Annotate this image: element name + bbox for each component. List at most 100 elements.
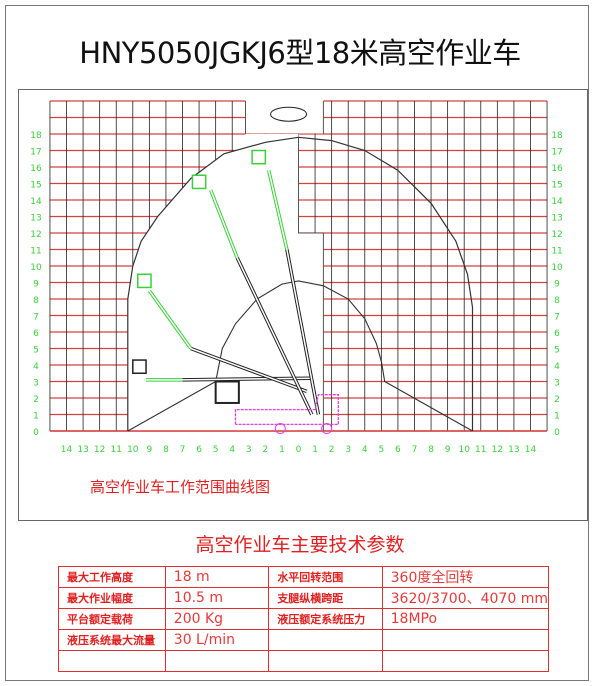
y-axis-label: 16 (30, 164, 42, 174)
spec-label: 最大作业幅度 (58, 587, 166, 609)
spec-label (58, 650, 166, 672)
x-axis-label: 11 (475, 445, 486, 455)
boom-lower-inner (236, 257, 313, 415)
y-axis-label: 11 (551, 247, 562, 257)
x-axis-label: 7 (180, 445, 186, 455)
truck-wheel (321, 423, 333, 435)
x-axis-label: 5 (213, 445, 219, 455)
spec-label: 平台额定载荷 (58, 608, 166, 630)
x-axis-label: 4 (229, 445, 235, 455)
spec-value: 3620/3700、4070 mm (381, 587, 550, 609)
y-axis-label: 8 (33, 296, 39, 306)
spec-label: 支腿纵横跨距 (268, 587, 383, 609)
x-axis-label: 1 (279, 445, 285, 455)
boom-lower-inner (190, 347, 308, 393)
border-line (298, 137, 324, 431)
y-axis-label: 7 (554, 313, 560, 323)
spec-value: 360度全回转 (381, 566, 550, 588)
y-axis-label: 15 (30, 181, 41, 191)
spec-value: 200 Kg (164, 608, 270, 630)
x-axis-label: 8 (428, 445, 434, 455)
x-axis-label: 1 (312, 445, 318, 455)
y-axis-label: 16 (551, 164, 563, 174)
x-axis-label: 7 (412, 445, 418, 455)
y-axis-label: 14 (30, 197, 42, 207)
boom-upper-inner (148, 290, 192, 349)
truck-wheel (274, 423, 286, 435)
work-platform (191, 174, 207, 190)
x-axis-label: 5 (378, 445, 384, 455)
y-axis-label: 17 (551, 148, 562, 158)
spec-table-title: 高空作业车主要技术参数 (195, 534, 405, 556)
x-axis-label: 13 (77, 445, 88, 455)
y-axis-label: 9 (554, 280, 560, 290)
y-axis-label: 12 (30, 230, 41, 240)
spec-value (381, 650, 550, 672)
x-axis-label: 9 (445, 445, 451, 455)
y-axis-label: 6 (33, 329, 39, 339)
y-axis-label: 3 (33, 379, 39, 389)
y-axis-label: 18 (551, 131, 563, 141)
y-axis-label: 13 (551, 214, 562, 224)
spec-label: 最大工作高度 (58, 566, 166, 588)
y-axis-label: 15 (551, 181, 562, 191)
spec-label (268, 650, 383, 672)
boom-upper-inner (209, 189, 238, 259)
x-axis-label: 2 (329, 445, 335, 455)
spec-label: 水平回转范围 (268, 566, 383, 588)
y-axis-label: 0 (33, 428, 39, 438)
y-axis-label: 2 (554, 395, 560, 405)
x-axis-label: 2 (262, 445, 268, 455)
spec-value: 18MPo (381, 608, 550, 630)
boom-lower-inner (182, 377, 312, 381)
diagram-box (18, 89, 588, 521)
spec-value: 30 L/min (164, 629, 270, 651)
y-axis-label: 9 (33, 280, 39, 290)
boom-lower-inner (286, 249, 320, 415)
x-axis-label: 9 (147, 445, 153, 455)
spec-value: 10.5 m (164, 587, 270, 609)
work-envelope-outer (127, 136, 474, 431)
y-axis-label: 0 (554, 428, 560, 438)
spec-row: 最大工作高度 18 m 水平回转范围 360度全回转 (58, 566, 550, 588)
y-axis-label: 7 (33, 313, 39, 323)
y-axis-label: 13 (30, 214, 41, 224)
y-axis-label: 18 (30, 131, 42, 141)
y-axis-label: 4 (554, 362, 560, 372)
outer-frame (5, 5, 589, 681)
rotation-symbol-icon (270, 106, 308, 122)
work-platform (137, 273, 152, 289)
y-axis-label: 10 (551, 263, 563, 273)
x-axis-label: 6 (395, 445, 401, 455)
y-axis-label: 8 (554, 296, 560, 306)
spec-value (381, 629, 550, 651)
work-platform (251, 149, 267, 165)
y-axis-label: 10 (30, 263, 42, 273)
x-axis-label: 11 (111, 445, 122, 455)
y-axis-label: 1 (554, 412, 560, 422)
x-axis-label: 3 (246, 445, 252, 455)
x-axis-label: 10 (458, 445, 470, 455)
spec-row: 液压系统最大流量 30 L/min (58, 629, 550, 651)
work-platform (132, 359, 147, 374)
y-axis-label: 17 (30, 148, 41, 158)
y-axis-label: 1 (33, 412, 39, 422)
diagram-caption: 高空作业车工作范围曲线图 (90, 478, 271, 496)
x-axis-label: 4 (362, 445, 368, 455)
y-axis-label: 4 (33, 362, 39, 372)
x-axis-label: 14 (61, 445, 73, 455)
x-axis-label: 12 (94, 445, 105, 455)
boom-upper-inner (267, 170, 288, 250)
spec-value (164, 650, 270, 672)
y-axis-label: 14 (551, 197, 563, 207)
x-axis-label: 8 (163, 445, 169, 455)
y-axis-label: 5 (554, 346, 560, 356)
y-axis-label: 6 (554, 329, 560, 339)
y-axis-label: 3 (554, 379, 560, 389)
y-axis-label: 2 (33, 395, 39, 405)
blank-region (245, 100, 324, 134)
y-axis-label: 11 (30, 247, 41, 257)
x-axis-label: 0 (296, 445, 302, 455)
turret (214, 380, 240, 404)
x-axis-label: 6 (196, 445, 202, 455)
